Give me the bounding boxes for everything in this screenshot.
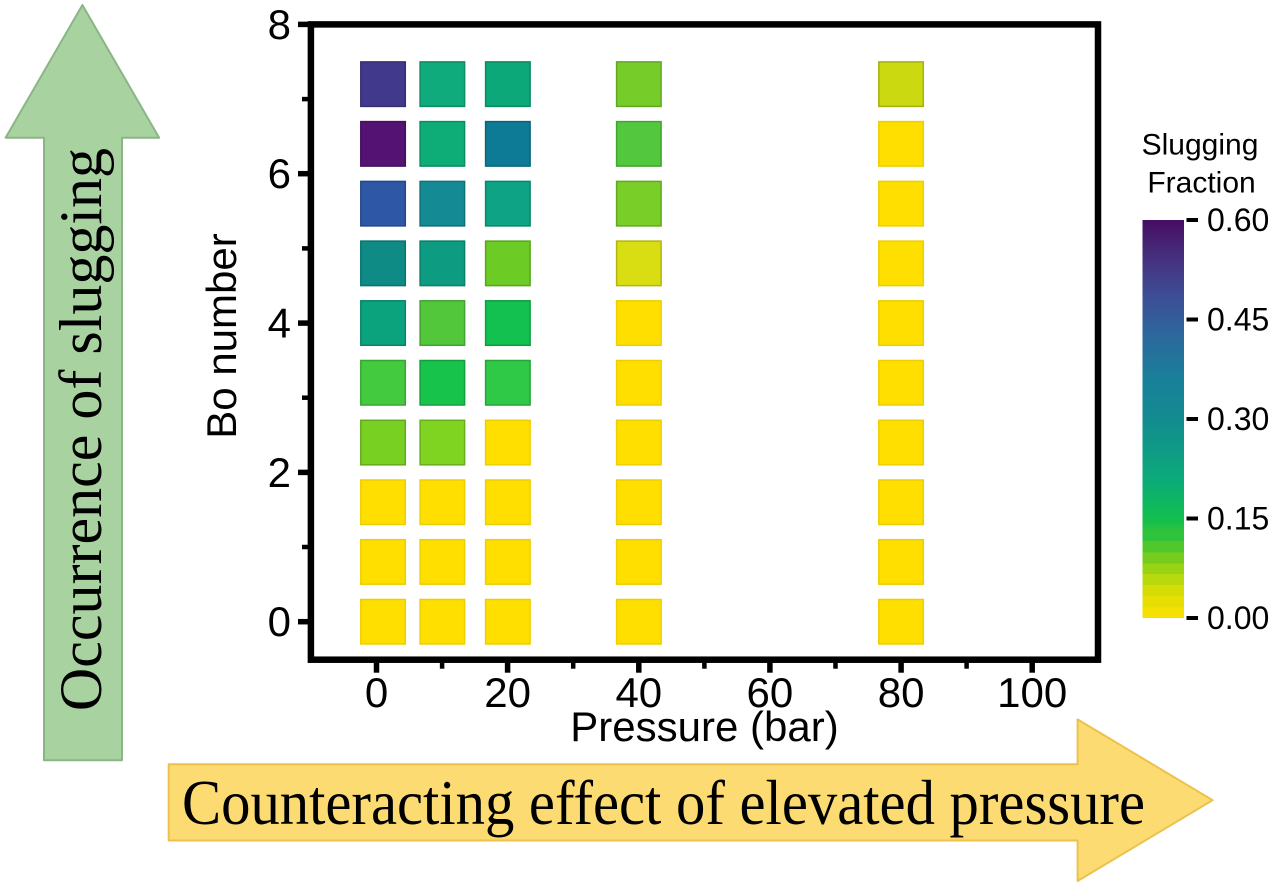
svg-text:0.30: 0.30	[1207, 401, 1269, 437]
svg-text:0.00: 0.00	[1207, 600, 1269, 636]
svg-text:100: 100	[997, 669, 1067, 716]
svg-text:4: 4	[268, 300, 291, 347]
svg-text:20: 20	[484, 669, 531, 716]
svg-text:0: 0	[268, 598, 291, 645]
svg-text:0: 0	[365, 669, 388, 716]
svg-text:0.60: 0.60	[1207, 202, 1269, 238]
svg-text:0.15: 0.15	[1207, 501, 1269, 537]
svg-text:80: 80	[878, 669, 925, 716]
svg-text:Bo number: Bo number	[198, 233, 245, 438]
svg-text:2: 2	[268, 449, 291, 496]
svg-text:Fraction: Fraction	[1147, 166, 1255, 199]
svg-text:0.45: 0.45	[1207, 302, 1269, 338]
svg-text:40: 40	[615, 669, 662, 716]
svg-text:Slugging: Slugging	[1142, 129, 1259, 162]
svg-text:8: 8	[268, 1, 291, 48]
svg-text:Counteracting effect of elevat: Counteracting effect of elevated pressur…	[182, 768, 1145, 838]
svg-text:60: 60	[747, 669, 794, 716]
svg-text:6: 6	[268, 150, 291, 197]
svg-text:Pressure (bar): Pressure (bar)	[570, 703, 838, 750]
svg-text:Occurrence of slugging: Occurrence of slugging	[48, 148, 114, 711]
